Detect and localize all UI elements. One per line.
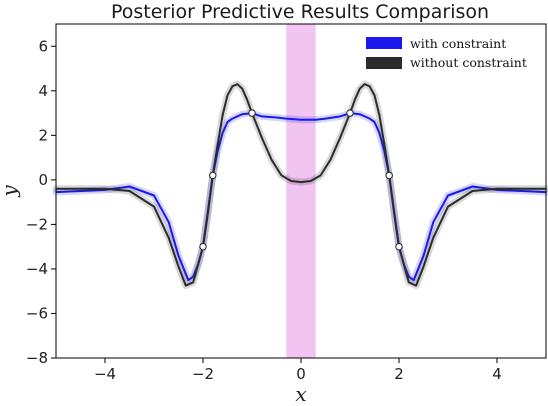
y-tick-label: 4: [38, 82, 48, 100]
observation-point: [248, 109, 256, 117]
x-axis-label: x: [295, 382, 306, 406]
series-line-without-constraint: [56, 83, 546, 287]
legend-swatch-with-constraint: [366, 37, 402, 49]
y-tick-label: 2: [38, 126, 48, 144]
observation-point: [199, 242, 207, 251]
x-tick-label: 4: [492, 365, 502, 383]
observation-point: [209, 171, 217, 180]
y-tick-label: −8: [26, 349, 48, 367]
observation-point: [395, 242, 403, 251]
y-tick-label: −6: [26, 304, 48, 322]
x-tick-label: −2: [192, 365, 214, 383]
y-tick-label: −4: [26, 260, 48, 278]
y-tick-label: −2: [26, 215, 48, 233]
legend: with constraint without constraint: [366, 36, 527, 70]
observation-point: [385, 171, 393, 180]
y-axis-label: y: [0, 185, 21, 198]
x-tick-label: 0: [296, 365, 306, 383]
axis-ticks: −4 −2 0 2 4 −8 −6 −4 −2 0 2 4 6: [26, 37, 502, 383]
legend-label-with-constraint: with constraint: [410, 36, 506, 51]
x-tick-label: 2: [394, 365, 404, 383]
legend-label-without-constraint: without constraint: [410, 55, 527, 70]
y-tick-label: 0: [38, 171, 48, 189]
observation-point: [346, 109, 354, 117]
plot-area: [52, 24, 548, 358]
chart-title: Posterior Predictive Results Comparison: [111, 1, 489, 23]
y-tick-label: 6: [38, 37, 48, 55]
legend-swatch-without-constraint: [366, 57, 402, 69]
x-tick-label: −4: [94, 365, 116, 383]
shaded-region: [286, 24, 316, 358]
